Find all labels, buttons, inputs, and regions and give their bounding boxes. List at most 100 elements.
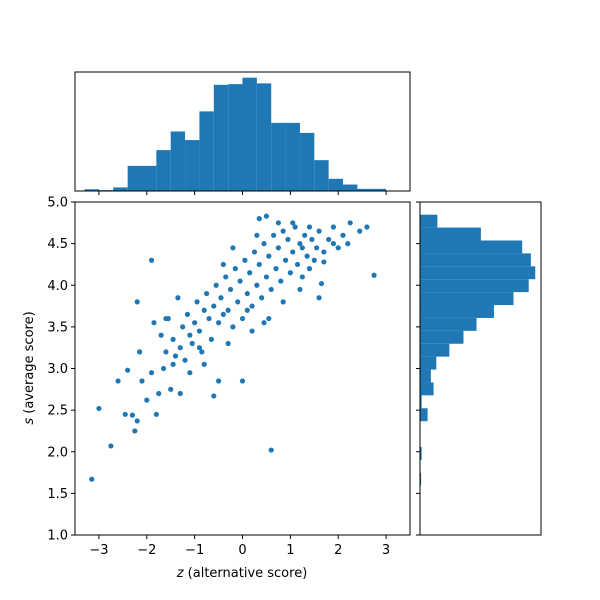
scatter-point — [230, 324, 236, 330]
scatter-point — [192, 320, 198, 326]
scatter-point — [299, 245, 305, 251]
scatter-point — [196, 328, 203, 334]
scatter-point — [96, 405, 102, 412]
scatter-point — [239, 315, 246, 322]
scatter-point — [199, 349, 205, 355]
right-histogram-bar — [420, 317, 477, 331]
y-tick-label: 1.5 — [47, 487, 68, 502]
scatter-point — [218, 295, 224, 301]
right-histogram-bar — [420, 356, 437, 370]
right-histogram-bar — [420, 408, 428, 422]
y-tick-label: 4.0 — [47, 279, 68, 294]
scatter-point — [275, 220, 281, 226]
scatter-point — [189, 340, 195, 347]
right-histogram-bar — [420, 382, 434, 396]
scatter-point — [182, 357, 188, 363]
scatter-point — [266, 253, 272, 259]
right-histogram-bar — [420, 279, 529, 293]
scatter-point — [371, 272, 377, 278]
scatter-point — [204, 290, 210, 297]
scatter-point — [227, 286, 234, 293]
top-histogram-bar — [242, 77, 257, 191]
x-tick-label: −2 — [137, 543, 156, 558]
x-tick-label: −3 — [89, 543, 108, 558]
scatter-point — [168, 386, 174, 392]
scatter-point — [175, 295, 181, 301]
scatter-point — [115, 378, 121, 384]
scatter-point — [220, 261, 226, 268]
scatter-point — [294, 261, 301, 268]
scatter-point — [330, 224, 337, 230]
scatter-point — [237, 278, 243, 284]
scatter-point — [215, 320, 222, 326]
scatter-point — [196, 345, 203, 351]
scatter-point — [316, 295, 322, 301]
scatter-point — [170, 336, 176, 342]
top-histogram-bar — [170, 131, 186, 191]
right-histogram-bar — [420, 305, 494, 318]
right-histogram-bar — [420, 472, 422, 486]
scatter-point — [194, 299, 200, 305]
scatter-point — [311, 257, 317, 263]
x-tick-label: 0 — [238, 543, 246, 558]
scatter-point — [314, 245, 320, 251]
scatter-point — [302, 232, 308, 238]
y-tick-label: 2.0 — [47, 445, 68, 460]
y-tick-label: 2.5 — [47, 404, 68, 419]
right-histogram-bar — [420, 369, 431, 383]
right-histogram-bar — [420, 227, 481, 241]
top-histogram-bar — [328, 178, 343, 191]
scatter-point — [273, 266, 279, 272]
scatter-point — [187, 370, 193, 376]
top-histogram-bar — [271, 122, 286, 191]
scatter-point — [122, 411, 128, 417]
scatter-point — [158, 332, 164, 338]
scatter-point — [330, 241, 337, 247]
scatter-point — [247, 270, 253, 276]
scatter-point — [321, 249, 327, 255]
scatter-point — [137, 349, 143, 355]
top-histogram-bar — [357, 188, 372, 191]
scatter-point — [156, 390, 162, 397]
scatter-point — [290, 249, 296, 255]
scatter-point — [316, 228, 322, 234]
y-tick-label: 3.0 — [47, 362, 68, 377]
top-histogram-bar — [371, 188, 387, 191]
scatter-point — [223, 274, 229, 280]
top-histogram-bar — [285, 122, 300, 191]
scatter-point — [304, 253, 310, 259]
top-histogram-bar — [256, 83, 272, 191]
scatter-point — [129, 412, 136, 418]
scatter-point — [282, 257, 289, 263]
scatter-point — [278, 278, 284, 284]
scatter-point — [318, 280, 325, 287]
scatter-point — [261, 320, 267, 326]
scatter-point — [364, 224, 370, 230]
top-histogram-bar — [199, 111, 214, 191]
scatter-point — [132, 428, 138, 434]
scatter-point — [139, 378, 145, 384]
scatter-point — [144, 397, 150, 403]
scatter-point — [160, 365, 167, 372]
scatter-point — [215, 378, 222, 384]
scatter-point — [287, 270, 293, 276]
scatter-point — [151, 320, 157, 326]
scatter-point — [163, 349, 169, 355]
x-tick-label: 2 — [334, 543, 342, 558]
scatter-point — [326, 236, 332, 243]
scatter-point — [225, 340, 231, 347]
scatter-point — [177, 390, 183, 397]
scatter-point — [134, 299, 140, 305]
scatter-point — [321, 259, 327, 265]
scatter-point — [309, 236, 315, 243]
scatter-point — [256, 261, 262, 268]
scatter-point — [340, 232, 346, 238]
scatter-point — [153, 411, 159, 417]
top-histogram-bar — [84, 189, 99, 191]
right-histogram-bar — [420, 343, 450, 357]
scatter-point — [177, 345, 183, 351]
scatter-point — [201, 361, 207, 367]
scatter-point — [170, 361, 176, 367]
scatter-point — [271, 232, 277, 238]
